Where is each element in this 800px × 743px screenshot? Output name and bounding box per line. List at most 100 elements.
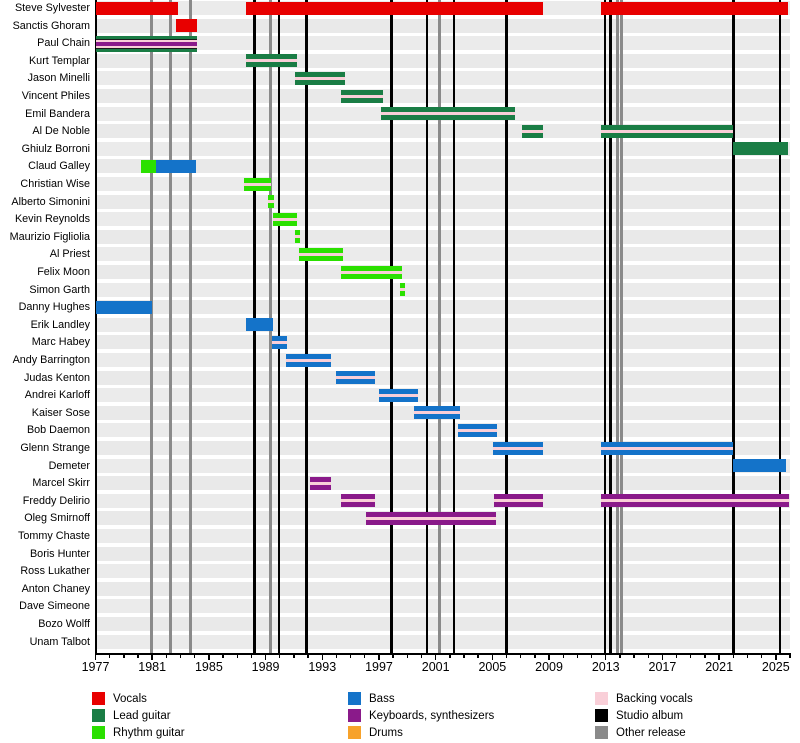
axis-minor-tick — [406, 655, 408, 658]
axis-major-tick — [151, 655, 153, 660]
timeline-bar — [414, 406, 460, 420]
axis-minor-tick — [463, 655, 465, 658]
axis-minor-tick — [307, 655, 309, 658]
legend-swatch — [595, 692, 608, 705]
backing-vocals-stripe — [272, 217, 297, 221]
axis-major-tick — [718, 655, 720, 660]
axis-minor-tick — [349, 655, 352, 658]
axis-minor-tick — [534, 655, 536, 658]
timeline-bar — [268, 195, 275, 209]
studio-album-line — [603, 0, 607, 653]
member-row-label: Demeter — [48, 459, 90, 472]
row-band — [95, 18, 790, 33]
member-row-label: Bozo Wolff — [38, 618, 90, 630]
axis-minor-tick — [647, 655, 649, 658]
timeline-bar — [286, 353, 331, 367]
multi-bar-slice — [95, 38, 197, 40]
row-band — [95, 353, 790, 367]
timeline-bar — [390, 582, 495, 595]
row-band — [95, 247, 790, 262]
member-row-label: Marc Habey — [31, 336, 90, 349]
timeline-bar — [493, 441, 543, 455]
axis-tick-label: 1997 — [365, 660, 393, 674]
multi-bar-slice — [95, 47, 197, 49]
timeline-bar — [341, 265, 402, 279]
member-row-label: Claud Galley — [28, 160, 90, 173]
axis-minor-tick — [222, 655, 224, 658]
axis-minor-tick — [179, 655, 182, 658]
axis-minor-tick — [704, 655, 706, 658]
timeline-bar — [245, 54, 297, 68]
legend-label: Keyboards, synthesizers — [369, 710, 495, 722]
other-release-line — [149, 0, 153, 653]
axis-tick-label: 1977 — [81, 660, 110, 674]
row-band — [95, 599, 790, 614]
timeline-bar — [140, 159, 157, 173]
legend-label: Studio album — [616, 710, 684, 722]
legend-swatch — [348, 692, 361, 705]
axis-minor-tick — [236, 655, 238, 658]
timeline-bar — [400, 283, 406, 297]
row-band — [95, 159, 790, 174]
axis-minor-tick — [789, 655, 791, 658]
row-band — [95, 634, 790, 649]
axis-tick-label: 2005 — [478, 660, 507, 674]
member-row-label: Kaiser Sose — [31, 406, 90, 419]
axis-major-tick — [94, 655, 97, 660]
row-band — [95, 212, 790, 227]
member-row-label: Paul Chain — [37, 37, 90, 50]
studio-album-line — [505, 0, 508, 653]
axis-minor-tick — [619, 655, 621, 658]
axis-minor-tick — [590, 655, 593, 658]
row-band — [95, 194, 790, 209]
other-release-line — [616, 0, 620, 653]
studio-album-line — [277, 0, 281, 653]
legend-swatch — [92, 726, 105, 739]
member-row-label: Glenn Strange — [20, 442, 90, 454]
row-band — [95, 581, 790, 596]
row-band — [95, 529, 790, 543]
legend-swatch — [92, 709, 105, 722]
timeline-bar — [458, 423, 497, 437]
backing-vocals-stripe — [414, 411, 460, 415]
x-axis-line — [95, 653, 791, 655]
timeline-bar — [156, 159, 197, 173]
member-row-label: Al De Noble — [32, 125, 90, 138]
member-row-label: Ross Lukather — [20, 565, 90, 578]
timeline-bar — [340, 494, 375, 508]
row-band — [95, 564, 790, 579]
timeline-bar — [733, 635, 787, 648]
backing-vocals-stripe — [378, 393, 418, 397]
row-band — [95, 177, 790, 191]
backing-vocals-stripe — [340, 499, 375, 503]
multi-bar-slice — [95, 45, 197, 48]
axis-major-tick — [661, 655, 664, 660]
timeline-bar — [272, 212, 297, 226]
axis-minor-tick — [123, 655, 125, 658]
row-band — [95, 89, 790, 103]
member-row-label: Ghiulz Borroni — [21, 142, 90, 155]
backing-vocals-stripe — [494, 499, 543, 503]
axis-minor-tick — [335, 655, 338, 658]
timeline-bar — [381, 107, 516, 121]
axis-minor-tick — [732, 655, 734, 658]
member-row-label: Simon Garth — [29, 283, 90, 296]
member-row-label: Boris Hunter — [29, 547, 90, 560]
axis-minor-tick — [279, 655, 281, 658]
axis-major-tick — [491, 655, 494, 660]
member-row-label: Kevin Reynolds — [14, 213, 90, 226]
studio-album-line — [305, 0, 308, 653]
member-row-label: Erik Landley — [30, 318, 90, 331]
axis-minor-tick — [250, 655, 253, 658]
axis-minor-tick — [420, 655, 423, 658]
backing-vocals-stripe — [493, 446, 543, 450]
backing-vocals-stripe — [601, 446, 734, 450]
backing-vocals-stripe — [400, 288, 406, 292]
row-band — [95, 317, 790, 332]
studio-album-line — [425, 0, 429, 653]
timeline-bar — [733, 142, 788, 156]
member-row-label: Kurt Templar — [28, 54, 90, 67]
timeline-bar — [601, 124, 734, 138]
timeline-bar — [300, 565, 394, 578]
legend-swatch — [348, 726, 361, 739]
